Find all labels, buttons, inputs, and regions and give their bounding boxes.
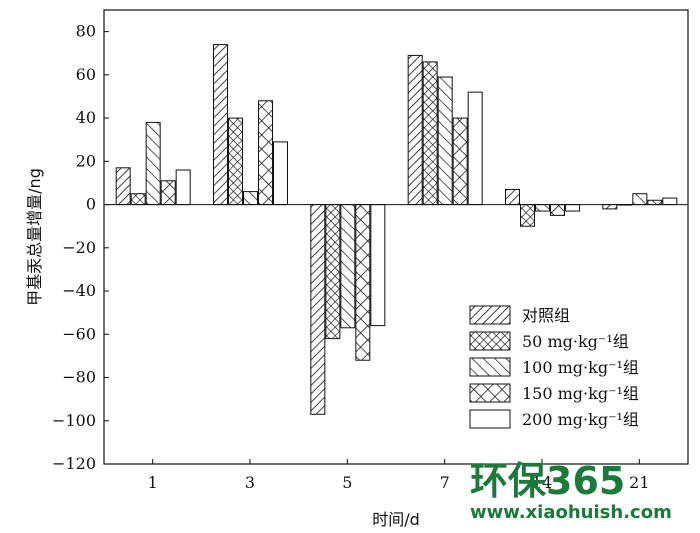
y-tick-label: −100 [52, 411, 96, 430]
bar [160, 180, 176, 206]
y-tick-label: −60 [62, 324, 96, 343]
legend-swatch [469, 383, 511, 403]
bar [273, 141, 288, 206]
y-tick-label: 0 [86, 195, 96, 214]
x-axis: 1 3 5 7 14 21 [148, 459, 650, 492]
legend: 对照组 50 mg·kg⁻¹组 100 mg·kg⁻¹组 150 mg·kg⁻¹组 20… [469, 305, 639, 429]
bar [662, 197, 678, 206]
y-tick-label: 80 [76, 22, 96, 41]
watermark-brand: 环保365 [470, 459, 625, 503]
bar [340, 204, 356, 329]
x-tick-label: 14 [532, 473, 552, 492]
bar [550, 204, 565, 216]
bar [243, 191, 258, 206]
bar [467, 91, 483, 206]
y-tick-label: −40 [62, 281, 96, 300]
bar [407, 54, 423, 206]
legend-label: 150 mg·kg⁻¹组 [522, 384, 639, 403]
bar [602, 204, 618, 210]
legend-swatch [469, 331, 511, 351]
x-axis-title: 时间/d [372, 510, 420, 529]
legend-label: 50 mg·kg⁻¹组 [522, 332, 629, 351]
legend-label: 200 mg·kg⁻¹组 [522, 410, 639, 429]
bars [115, 44, 678, 415]
bar [520, 204, 535, 227]
y-tick-label: 60 [76, 65, 96, 84]
y-axis: 80 60 40 20 0 −20 −40 −60 −80 −100 −120 [52, 22, 109, 473]
plot-frame [103, 9, 689, 465]
legend-label: 100 mg·kg⁻¹组 [522, 358, 639, 377]
x-tick-label: 3 [245, 473, 255, 492]
bar [437, 76, 453, 206]
watermark: 环保365 www.xiaohuish.com [470, 459, 672, 523]
bar [213, 44, 228, 206]
bar [355, 204, 371, 361]
bar [228, 117, 243, 206]
y-tick-label: 20 [76, 151, 96, 170]
bar [130, 193, 146, 206]
bar [175, 169, 191, 206]
bar [452, 117, 468, 206]
bar [505, 188, 520, 206]
watermark-url: www.xiaohuish.com [470, 502, 672, 523]
bar [145, 121, 161, 206]
bar [565, 204, 580, 212]
y-tick-label: −80 [62, 368, 96, 387]
bar [370, 204, 386, 327]
x-tick-label: 1 [148, 473, 158, 492]
bar [258, 100, 273, 206]
y-tick-label: −20 [62, 238, 96, 257]
bar [115, 167, 131, 206]
bar [422, 61, 438, 206]
bar [535, 204, 550, 212]
legend-label: 对照组 [522, 306, 570, 325]
bar [632, 193, 648, 206]
bar [325, 204, 341, 340]
bar [647, 199, 663, 206]
x-tick-label: 21 [629, 473, 649, 492]
x-tick-label: 7 [440, 473, 450, 492]
y-tick-label: 40 [76, 108, 96, 127]
y-tick-label: −120 [52, 454, 96, 473]
legend-swatch [469, 305, 511, 325]
x-tick-label: 5 [342, 473, 352, 492]
legend-swatch [469, 357, 511, 377]
y-axis-title: 甲基汞总量增量/ng [25, 168, 44, 306]
bar [310, 204, 326, 415]
legend-swatch [469, 409, 511, 429]
